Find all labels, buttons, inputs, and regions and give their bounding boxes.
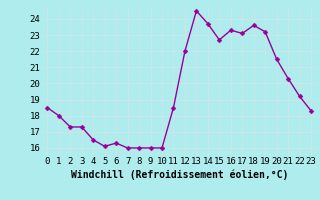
X-axis label: Windchill (Refroidissement éolien,°C): Windchill (Refroidissement éolien,°C) [70,169,288,180]
